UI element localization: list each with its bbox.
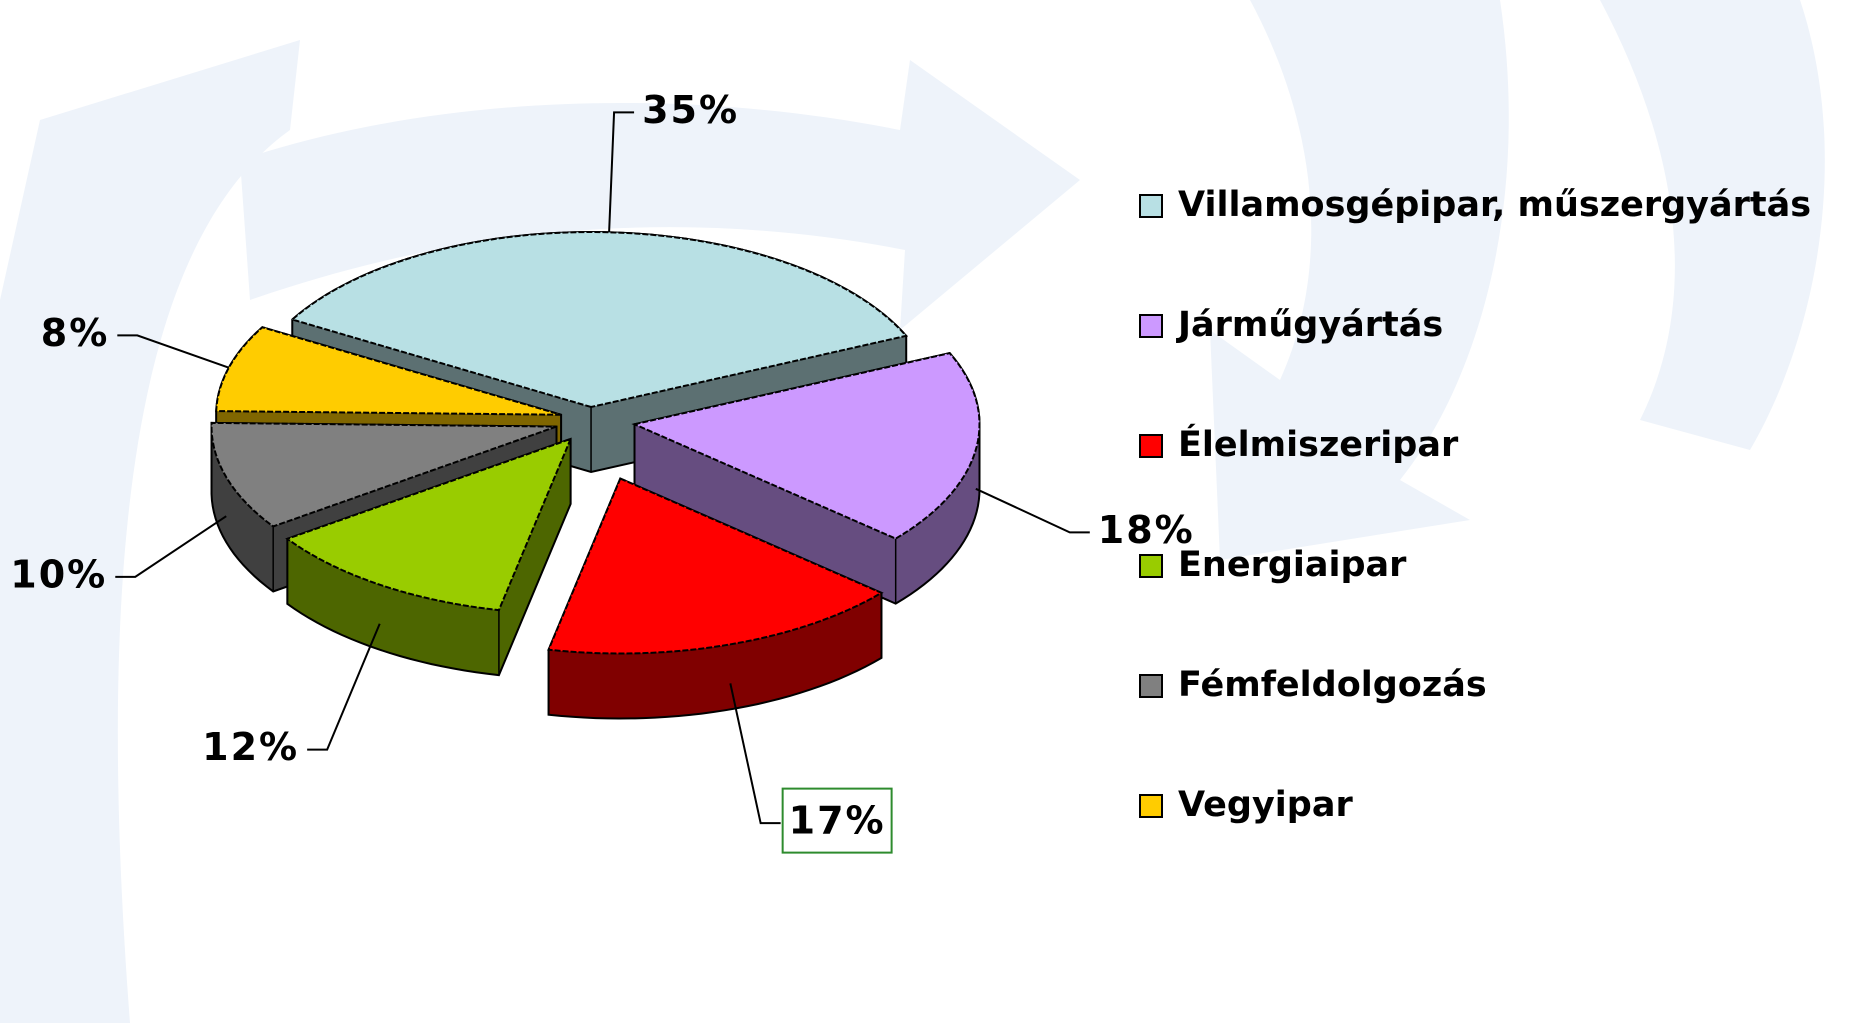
label-box xyxy=(781,787,893,854)
legend-swatch xyxy=(1139,194,1163,218)
legend: Villamosgépipar, műszergyártás Járműgyárt… xyxy=(1139,185,1811,825)
leader-line xyxy=(117,334,230,369)
leader-line xyxy=(115,515,227,578)
leader-line xyxy=(729,683,781,825)
data-label: 10% xyxy=(10,552,107,596)
data-label: 18% xyxy=(1098,508,1195,552)
legend-label: Élelmiszeripar xyxy=(1178,423,1459,465)
slice xyxy=(215,326,562,416)
legend-swatch xyxy=(1139,674,1163,698)
legend-label: Energiaipar xyxy=(1178,545,1407,585)
legend-label: Járműgyártás xyxy=(1176,305,1443,345)
pie xyxy=(210,231,981,720)
legend-swatch xyxy=(1139,434,1163,458)
slice xyxy=(547,477,884,655)
leader-line xyxy=(975,487,1090,534)
slice xyxy=(285,437,573,612)
legend-swatch xyxy=(1139,314,1163,338)
leader-line xyxy=(608,111,635,233)
data-label: 35% xyxy=(642,88,739,132)
data-label: 12% xyxy=(202,725,299,769)
slice xyxy=(631,351,981,540)
slice xyxy=(290,231,909,409)
data-label: 8% xyxy=(41,311,110,355)
slice xyxy=(210,421,557,528)
data-label: 17% xyxy=(789,799,886,843)
legend-swatch xyxy=(1139,554,1163,578)
legend-label: Vegyipar xyxy=(1178,785,1353,825)
data-labels: 35% 18% 17% 12% 10% 8% xyxy=(10,88,1195,854)
legend-label: Villamosgépipar, műszergyártás xyxy=(1178,185,1811,225)
leader-line xyxy=(307,623,381,751)
legend-swatch xyxy=(1139,794,1163,818)
legend-label: Fémfeldolgozás xyxy=(1178,665,1487,705)
